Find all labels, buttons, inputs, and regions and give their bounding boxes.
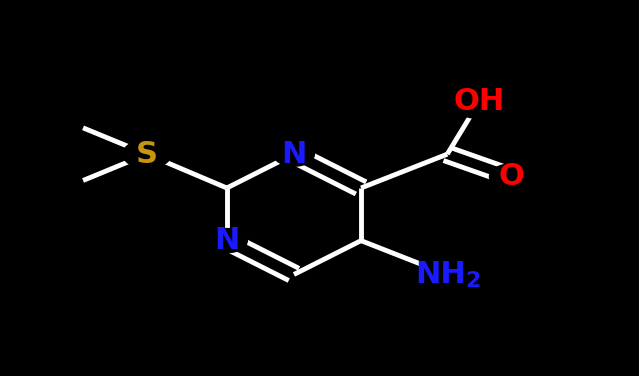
Text: NH: NH (415, 260, 466, 289)
Circle shape (450, 85, 508, 118)
Text: OH: OH (454, 87, 505, 116)
Circle shape (123, 140, 171, 168)
Circle shape (417, 256, 478, 293)
Text: N: N (214, 226, 240, 255)
Text: 2: 2 (465, 271, 481, 291)
Circle shape (273, 142, 314, 166)
Text: S: S (136, 139, 158, 169)
Circle shape (206, 229, 247, 253)
Text: O: O (498, 162, 524, 191)
Text: N: N (281, 139, 307, 169)
Circle shape (489, 164, 533, 190)
